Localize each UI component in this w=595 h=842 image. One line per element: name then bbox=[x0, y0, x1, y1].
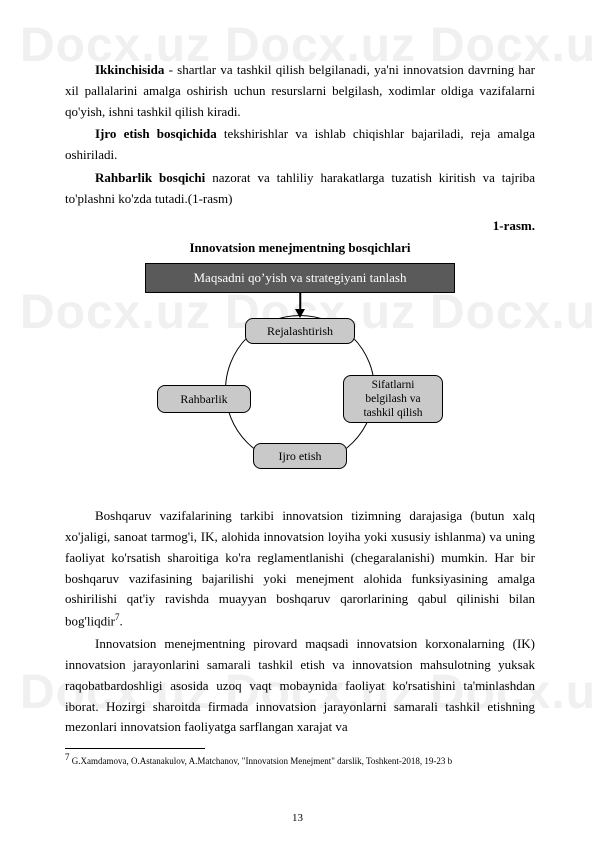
diagram-node-bottom: Ijro etish bbox=[253, 443, 347, 469]
footnote-body: G.Xamdamova, O.Astanakulov, A.Matchanov,… bbox=[70, 756, 453, 766]
lead-term: Rahbarlik bosqichi bbox=[95, 170, 205, 185]
paragraph-1: Ikkinchisida - shartlar va tashkil qilis… bbox=[65, 60, 535, 122]
body-text: . bbox=[120, 613, 123, 628]
diagram-node-top: Rejalashtirish bbox=[245, 318, 355, 344]
paragraph-2: Ijro etish bosqichida tekshirishlar va i… bbox=[65, 124, 535, 166]
lead-term: Ikkinchisida bbox=[95, 62, 164, 77]
paragraph-5: Innovatsion menejmentning pirovard maqsa… bbox=[65, 634, 535, 738]
figure-title: Innovatsion menejmentning bosqichlari bbox=[65, 238, 535, 259]
page-content: Ikkinchisida - shartlar va tashkil qilis… bbox=[0, 0, 595, 788]
footnote-text: 7 G.Xamdamova, O.Astanakulov, A.Matchano… bbox=[65, 752, 535, 768]
diagram-node-left: Rahbarlik bbox=[157, 385, 251, 413]
body-text: Boshqaruv vazifalarining tarkibi innovat… bbox=[65, 508, 535, 628]
lead-term: Ijro etish bosqichida bbox=[95, 126, 217, 141]
diagram-top-box: Maqsadni qoʼyish va strategiyani tanlash bbox=[145, 263, 455, 293]
flowchart-diagram: Maqsadni qoʼyish va strategiyani tanlash… bbox=[65, 263, 535, 498]
paragraph-4: Boshqaruv vazifalarining tarkibi innovat… bbox=[65, 506, 535, 632]
footnote-separator bbox=[65, 748, 205, 749]
diagram-node-right: Sifatlarni belgilash va tashkil qilish bbox=[343, 375, 443, 423]
paragraph-3: Rahbarlik bosqichi nazorat va tahliliy h… bbox=[65, 168, 535, 210]
page-number: 13 bbox=[0, 812, 595, 824]
figure-label: 1-rasm. bbox=[65, 216, 535, 237]
